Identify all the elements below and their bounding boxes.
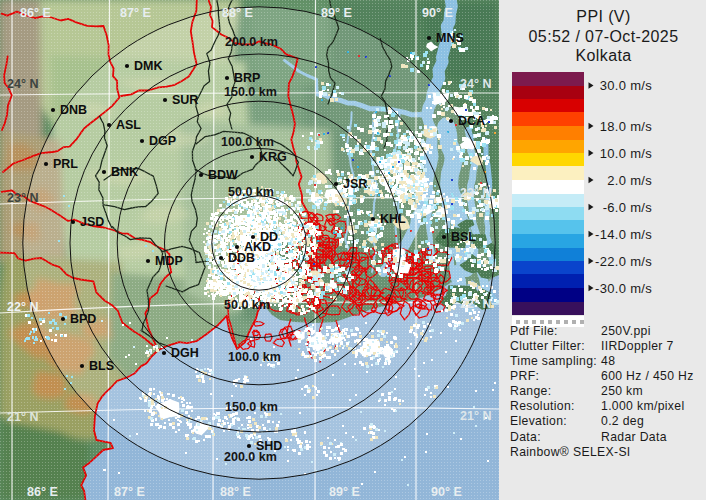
svg-text:Rainbow® SELEX-SI: Rainbow® SELEX-SI <box>510 445 631 459</box>
svg-text:23° N: 23° N <box>460 186 491 200</box>
svg-text:250 km: 250 km <box>601 384 643 398</box>
svg-text:JSD: JSD <box>80 215 104 229</box>
svg-text:21° N: 21° N <box>7 410 38 424</box>
svg-text:Range:: Range: <box>510 384 551 398</box>
svg-text:KHL: KHL <box>380 212 406 226</box>
svg-text:SHD: SHD <box>256 439 282 453</box>
svg-text:PPI (V): PPI (V) <box>576 8 630 25</box>
svg-text:87° E: 87° E <box>114 485 145 499</box>
svg-text:MDP: MDP <box>155 254 183 268</box>
svg-text:SUR: SUR <box>172 93 198 107</box>
svg-text:Kolkata: Kolkata <box>575 47 631 64</box>
svg-text:-14.0 m/s: -14.0 m/s <box>595 227 652 242</box>
svg-text:Data:: Data: <box>510 430 541 444</box>
svg-text:89° E: 89° E <box>321 6 352 20</box>
svg-text:BLS: BLS <box>89 359 114 373</box>
svg-text:90° E: 90° E <box>431 485 462 499</box>
svg-text:Resolution:: Resolution: <box>510 399 575 413</box>
svg-text:10.0 m/s: 10.0 m/s <box>600 146 652 161</box>
svg-text:PRF:: PRF: <box>510 369 539 383</box>
svg-text:100.0 km: 100.0 km <box>221 135 274 149</box>
svg-text:88° E: 88° E <box>220 485 251 499</box>
svg-text:150.0 km: 150.0 km <box>224 85 277 99</box>
svg-text:DGP: DGP <box>149 134 176 148</box>
svg-text:24° N: 24° N <box>460 77 491 91</box>
svg-text:Radar Data: Radar Data <box>601 430 667 444</box>
svg-text:MNS: MNS <box>436 31 464 45</box>
svg-text:89° E: 89° E <box>329 485 360 499</box>
svg-text:22° N: 22° N <box>7 300 38 314</box>
svg-text:22° N: 22° N <box>460 297 491 311</box>
svg-text:30.0 m/s: 30.0 m/s <box>600 78 652 93</box>
svg-text:BSL: BSL <box>451 230 476 244</box>
svg-text:JSR: JSR <box>343 177 367 191</box>
svg-text:0.2 deg: 0.2 deg <box>601 414 644 428</box>
svg-text:1.000 km/pixel: 1.000 km/pixel <box>601 399 684 413</box>
svg-text:23° N: 23° N <box>7 191 38 205</box>
svg-text:-6.0 m/s: -6.0 m/s <box>603 200 653 215</box>
svg-text:250V.ppi: 250V.ppi <box>601 324 651 338</box>
svg-text:48: 48 <box>601 354 615 368</box>
svg-text:50.0 km: 50.0 km <box>228 185 274 199</box>
svg-text:90° E: 90° E <box>422 6 453 20</box>
svg-text:PRL: PRL <box>53 157 78 171</box>
svg-text:2.0 m/s: 2.0 m/s <box>607 173 652 188</box>
svg-text:86° E: 86° E <box>20 6 51 20</box>
svg-text:87° E: 87° E <box>120 6 151 20</box>
svg-text:KRG: KRG <box>259 150 287 164</box>
svg-text:200.0 km: 200.0 km <box>225 35 278 49</box>
svg-text:Time sampling:: Time sampling: <box>510 354 597 368</box>
svg-text:24° N: 24° N <box>7 77 38 91</box>
svg-text:ASL: ASL <box>116 118 141 132</box>
svg-text:BNK: BNK <box>111 165 138 179</box>
svg-text:DGH: DGH <box>171 346 199 360</box>
svg-text:IIRDoppler 7: IIRDoppler 7 <box>601 339 674 353</box>
svg-text:Pdf File:: Pdf File: <box>510 324 558 338</box>
svg-text:100.0 km: 100.0 km <box>228 350 281 364</box>
svg-text:-22.0 m/s: -22.0 m/s <box>595 254 652 269</box>
svg-text:600 Hz / 450 Hz: 600 Hz / 450 Hz <box>601 369 694 383</box>
svg-text:Elevation:: Elevation: <box>510 414 567 428</box>
svg-text:-30.0 m/s: -30.0 m/s <box>595 281 652 296</box>
svg-text:BDW: BDW <box>208 168 238 182</box>
svg-text:DMK: DMK <box>134 59 162 73</box>
svg-text:DCA: DCA <box>458 114 485 128</box>
svg-text:50.0 km: 50.0 km <box>224 298 270 312</box>
svg-text:18.0 m/s: 18.0 m/s <box>600 119 652 134</box>
svg-text:05:52 / 07-Oct-2025: 05:52 / 07-Oct-2025 <box>529 28 679 45</box>
svg-text:BPD: BPD <box>70 312 96 326</box>
svg-text:86° E: 86° E <box>27 485 58 499</box>
svg-text:DNB: DNB <box>60 103 87 117</box>
svg-text:Clutter Filter:: Clutter Filter: <box>510 339 585 353</box>
svg-text:150.0 km: 150.0 km <box>225 400 278 414</box>
svg-text:88° E: 88° E <box>222 6 253 20</box>
svg-text:BRP: BRP <box>234 71 260 85</box>
svg-text:21° N: 21° N <box>460 409 491 423</box>
svg-text:DDB: DDB <box>228 251 255 265</box>
